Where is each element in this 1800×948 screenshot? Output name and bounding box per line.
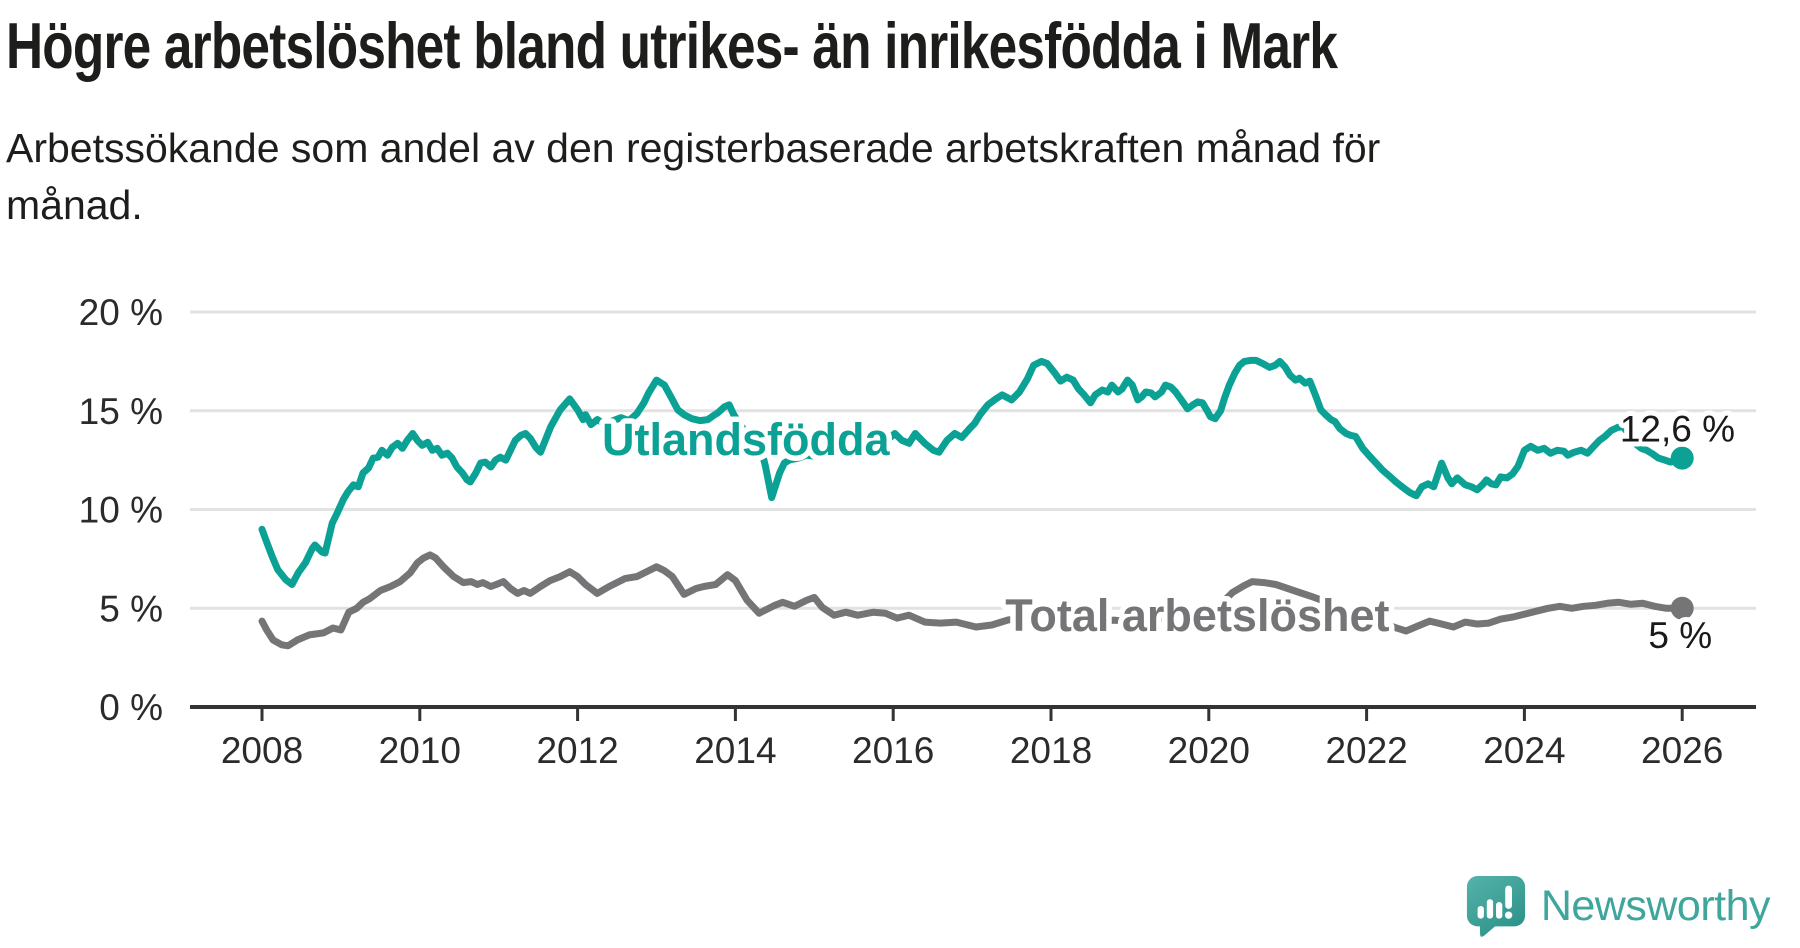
series-label-total: Total arbetslöshet: [1005, 590, 1389, 641]
end-dot-total: [1670, 596, 1694, 620]
y-axis-label-5: 5 %: [99, 588, 163, 629]
y-axis-label-10: 10 %: [79, 490, 163, 531]
series-line-total: [258, 551, 1686, 650]
x-axis-label-2012: 2012: [536, 730, 618, 771]
series-label-foreign_born: Utlandsfödda: [602, 414, 890, 465]
y-axis-label-0: 0 %: [99, 687, 163, 728]
x-axis-label-2014: 2014: [694, 730, 776, 771]
bar-3: [1495, 902, 1503, 919]
y-axis-label-15: 15 %: [79, 391, 163, 432]
x-axis-label-2010: 2010: [379, 730, 461, 771]
exclamation-dot: [1504, 911, 1513, 919]
exclamation-bar: [1505, 885, 1512, 909]
newsworthy-logo-mark-icon: [1466, 875, 1525, 937]
series-line-foreign_born: [258, 356, 1686, 588]
newsworthy-logo-text: Newsworthy: [1540, 881, 1771, 930]
end-value-foreign_born: 12,6 %: [1620, 408, 1735, 449]
bar-2: [1486, 899, 1493, 919]
end-value-total: 5 %: [1648, 615, 1712, 656]
x-axis-label-2024: 2024: [1483, 730, 1565, 771]
y-axis-label-20: 20 %: [79, 292, 163, 333]
newsworthy-logo: Newsworthy: [1465, 874, 1771, 938]
bar-1: [1477, 906, 1484, 919]
end-dot-foreign_born: [1670, 446, 1694, 470]
x-axis-label-2022: 2022: [1325, 730, 1407, 771]
x-axis-label-2026: 2026: [1641, 730, 1723, 771]
x-axis-label-2018: 2018: [1010, 730, 1092, 771]
x-axis-label-2016: 2016: [852, 730, 934, 771]
page-title: Högre arbetslöshet bland utrikes- än inr…: [6, 9, 1338, 82]
x-axis-label-2020: 2020: [1168, 730, 1250, 771]
x-axis-label-2008: 2008: [221, 730, 303, 771]
page-subtitle: Arbetssökande som andel av den registerb…: [6, 125, 1381, 228]
